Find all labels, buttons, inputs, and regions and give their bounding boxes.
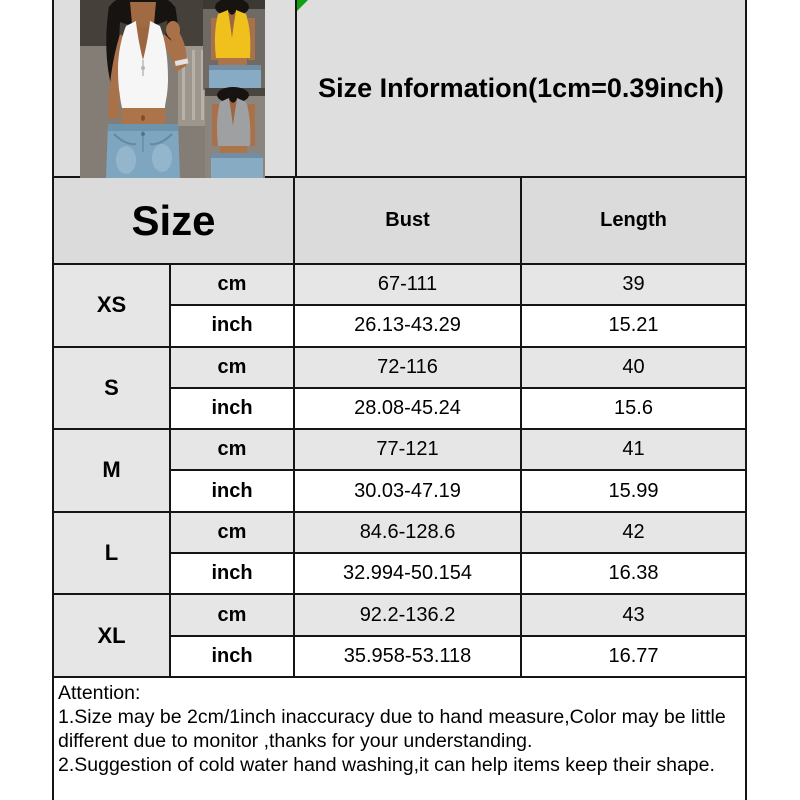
length-value: 16.38	[520, 552, 745, 596]
length-value: 41	[520, 428, 745, 472]
unit-label: cm	[168, 510, 296, 555]
column-header-size: Size	[54, 178, 296, 265]
product-photo-cell	[54, 0, 297, 178]
length-value: 15.6	[520, 386, 745, 431]
unit-label: inch	[170, 634, 296, 678]
length-value: 16.77	[520, 634, 745, 678]
bust-value: 32.994-50.154	[293, 552, 523, 596]
bust-value: 30.03-47.19	[293, 469, 523, 513]
main-photo-white-variant	[80, 0, 208, 178]
length-value: 43	[520, 593, 745, 637]
page-title: Size Information(1cm=0.39inch)	[318, 72, 724, 103]
yellow-variant-inset	[203, 0, 265, 90]
unit-label: inch	[170, 386, 296, 431]
gray-variant-inset	[205, 87, 265, 178]
bust-value: 77-121	[293, 428, 523, 472]
table-row: XL cm 92.2-136.2 43	[54, 593, 745, 678]
attention-notes: Attention: 1.Size may be 2cm/1inch inacc…	[54, 677, 745, 777]
bust-value: 35.958-53.118	[293, 634, 523, 678]
table-row: inch 32.994-50.154 16.38	[54, 552, 745, 596]
length-value: 40	[520, 345, 745, 389]
table-row: inch 26.13-43.29 15.21	[54, 304, 745, 348]
table-row: L cm 84.6-128.6 42	[54, 510, 745, 596]
unit-label: cm	[168, 593, 296, 637]
unit-label: inch	[170, 552, 296, 596]
table-row: XS cm 67-111 39	[54, 262, 745, 348]
bust-value: 67-111	[293, 262, 523, 307]
size-chart-sheet: Size Information(1cm=0.39inch) Size Bust…	[52, 0, 747, 800]
size-label-s: S	[54, 345, 171, 431]
green-flag-icon	[297, 0, 308, 11]
column-header-length: Length	[520, 178, 745, 265]
length-value: 42	[520, 510, 745, 555]
product-photo-image	[80, 0, 265, 178]
size-label-xl: XL	[54, 593, 171, 678]
size-label-xs: XS	[54, 263, 171, 348]
bust-value: 72-116	[293, 345, 523, 389]
table-row: inch 30.03-47.19 15.99	[54, 469, 745, 513]
unit-label: cm	[168, 428, 296, 472]
table-header-row: Size Bust Length	[54, 178, 745, 265]
attention-line: different due to monitor ,thanks for you…	[58, 729, 533, 752]
size-table: Size Bust Length XS cm 67-111 39 inch 26…	[54, 178, 745, 678]
unit-label: cm	[168, 262, 296, 307]
table-row: inch 35.958-53.118 16.77	[54, 634, 745, 678]
unit-label: cm	[168, 345, 296, 389]
bust-value: 26.13-43.29	[293, 304, 523, 348]
table-row: inch 28.08-45.24 15.6	[54, 386, 745, 431]
length-value: 15.99	[520, 469, 745, 513]
bust-value: 92.2-136.2	[293, 593, 523, 637]
size-label-m: M	[54, 428, 171, 513]
unit-label: inch	[170, 304, 296, 348]
attention-line: 1.Size may be 2cm/1inch inaccuracy due t…	[58, 705, 726, 728]
table-row: S cm 72-116 40	[54, 345, 745, 431]
column-header-bust: Bust	[293, 178, 523, 265]
attention-line: 2.Suggestion of cold water hand washing,…	[58, 753, 715, 776]
attention-heading: Attention:	[58, 681, 141, 704]
bust-value: 84.6-128.6	[293, 510, 523, 555]
table-row: M cm 77-121 41	[54, 428, 745, 513]
bust-value: 28.08-45.24	[293, 386, 523, 431]
title-cell: Size Information(1cm=0.39inch)	[297, 0, 745, 176]
size-label-l: L	[54, 510, 171, 596]
length-value: 15.21	[520, 304, 745, 348]
length-value: 39	[520, 262, 745, 307]
top-band: Size Information(1cm=0.39inch)	[54, 0, 745, 178]
unit-label: inch	[170, 469, 296, 513]
